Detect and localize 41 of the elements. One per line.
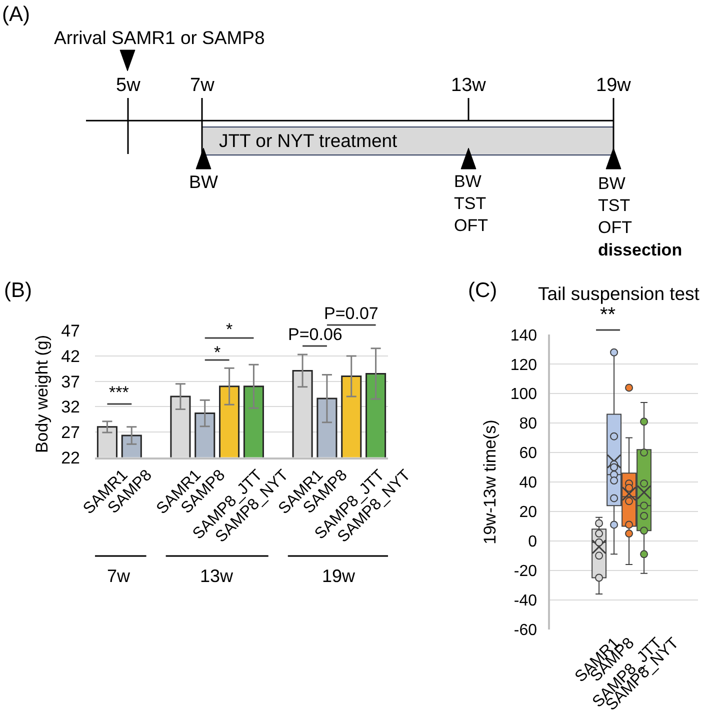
text: (A) [2, 3, 30, 26]
text: 13w [200, 566, 234, 586]
y-tick-label: -60 [514, 622, 538, 639]
text: 7w [190, 75, 215, 96]
annotation: P=0.06 [288, 325, 342, 344]
y-tick-label: 22 [61, 448, 80, 468]
text: JTT or NYT treatment [219, 130, 398, 151]
chart-title: (C) [468, 279, 498, 302]
y-tick-label: 40 [519, 474, 538, 492]
text: 5w [116, 75, 141, 96]
y-tick-label: 100 [510, 386, 538, 404]
annotation: * [214, 343, 221, 362]
annotation: *** [109, 383, 130, 402]
y-axis-title: Body weight (g) [32, 334, 52, 454]
text: BW TST OFT dissection [598, 174, 682, 260]
text: BW [189, 172, 218, 192]
text: P=0.07 [324, 304, 378, 323]
text: BW TST OFT [454, 172, 488, 236]
y-tick-label: 140 [510, 327, 538, 344]
y-tick-label: 27 [61, 422, 80, 442]
y-tick-label: 0 [528, 534, 538, 551]
y-tick-label: 32 [61, 398, 80, 417]
y-tick-label: 42 [61, 346, 80, 366]
chart-title: (B) [4, 279, 32, 302]
y-tick-label: -20 [514, 562, 538, 580]
y-tick-label: 37 [61, 372, 80, 392]
text: ** [600, 304, 616, 326]
y-tick-label: 20 [519, 504, 538, 522]
text: Arrival SAMR1 or SAMP8 [54, 27, 265, 48]
text: 19w [596, 75, 632, 96]
chart-subtitle: Tail suspension test [538, 283, 700, 304]
y-tick-label: 120 [510, 356, 538, 374]
y-tick-label: 47 [61, 322, 80, 341]
text: 19w [322, 566, 356, 586]
text: 7w [107, 566, 132, 586]
annotation: * [226, 320, 233, 339]
y-tick-label: -40 [514, 592, 538, 610]
text: 13w [451, 75, 486, 96]
y-axis-title: 19w-13w time(s) [480, 420, 500, 544]
y-tick-label: 80 [519, 416, 538, 433]
y-tick-label: 60 [519, 445, 538, 462]
